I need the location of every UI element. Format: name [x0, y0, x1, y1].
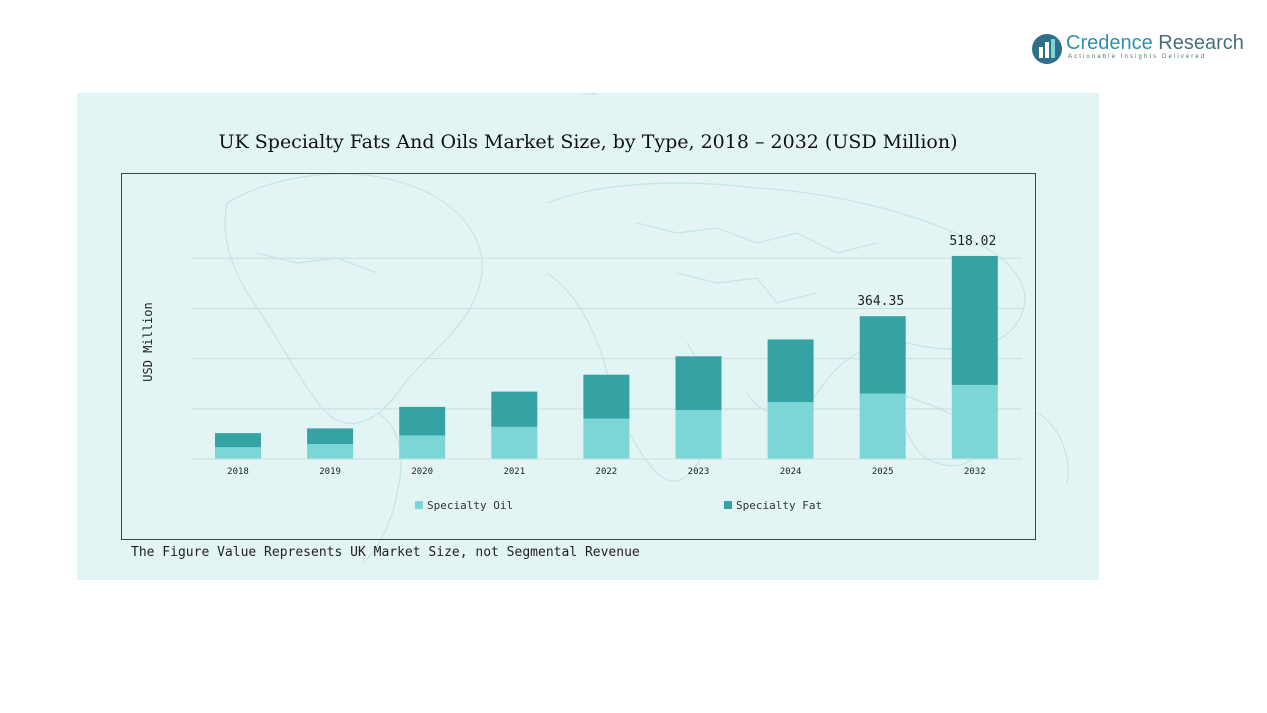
- bar-specialty-fat-2022: [583, 374, 630, 419]
- bar-specialty-fat-2018: [215, 433, 261, 448]
- x-tick-label: 2018: [227, 467, 249, 477]
- legend-label: Specialty Oil: [427, 499, 513, 512]
- chart-title: UK Specialty Fats And Oils Market Size, …: [218, 131, 958, 153]
- credence-logo-icon: [1032, 34, 1062, 64]
- legend-label: Specialty Fat: [736, 499, 822, 512]
- legend-swatch: [415, 501, 423, 509]
- x-tick-label: 2021: [503, 467, 525, 477]
- bar-specialty-fat-2019: [307, 428, 354, 445]
- bar-specialty-oil-2032: [951, 384, 998, 459]
- x-tick-label: 2024: [780, 467, 802, 477]
- bar-specialty-fat-2021: [491, 391, 538, 427]
- data-label: 518.02: [949, 234, 996, 249]
- x-tick-label: 2020: [411, 467, 433, 477]
- x-tick-label: 2032: [964, 467, 986, 477]
- bar-specialty-fat-2032: [951, 255, 998, 385]
- chart-footnote: The Figure Value Represents UK Market Si…: [131, 545, 640, 560]
- x-tick-label: 2022: [596, 467, 618, 477]
- x-tick-label: 2019: [319, 467, 341, 477]
- y-axis-label: USD Million: [141, 302, 155, 381]
- chart-panel: UK Specialty Fats And Oils Market Size, …: [77, 93, 1099, 580]
- chart-frame: USD Million 2018 2019 2020 2021 2022 2023 2024 2…: [121, 173, 1036, 540]
- brand-logo: Credence Research Actionable Insights De…: [1030, 30, 1245, 70]
- bar-specialty-oil-2020: [399, 435, 446, 459]
- bar-specialty-oil-2018: [215, 447, 261, 459]
- bar-specialty-fat-2025: [859, 316, 906, 394]
- data-label: 364.35: [857, 294, 904, 309]
- brand-name: Credence Research: [1066, 32, 1244, 54]
- bar-specialty-fat-2023: [675, 356, 722, 410]
- bar-specialty-oil-2021: [491, 426, 538, 459]
- bar-specialty-oil-2023: [675, 410, 722, 459]
- bar-specialty-oil-2019: [307, 444, 354, 459]
- brand-tagline: Actionable Insights Delivered: [1068, 54, 1207, 60]
- bar-specialty-oil-2022: [583, 418, 630, 459]
- bar-specialty-fat-2020: [399, 406, 446, 436]
- x-tick-label: 2025: [872, 467, 894, 477]
- bar-specialty-oil-2024: [767, 402, 814, 459]
- bar-specialty-fat-2024: [767, 339, 814, 403]
- stacked-bar-chart: USD Million 2018 2019 2020 2021 2022 2023 2024 2…: [141, 234, 1022, 512]
- bar-specialty-oil-2025: [859, 393, 906, 459]
- legend-swatch: [724, 501, 732, 509]
- x-tick-label: 2023: [688, 467, 710, 477]
